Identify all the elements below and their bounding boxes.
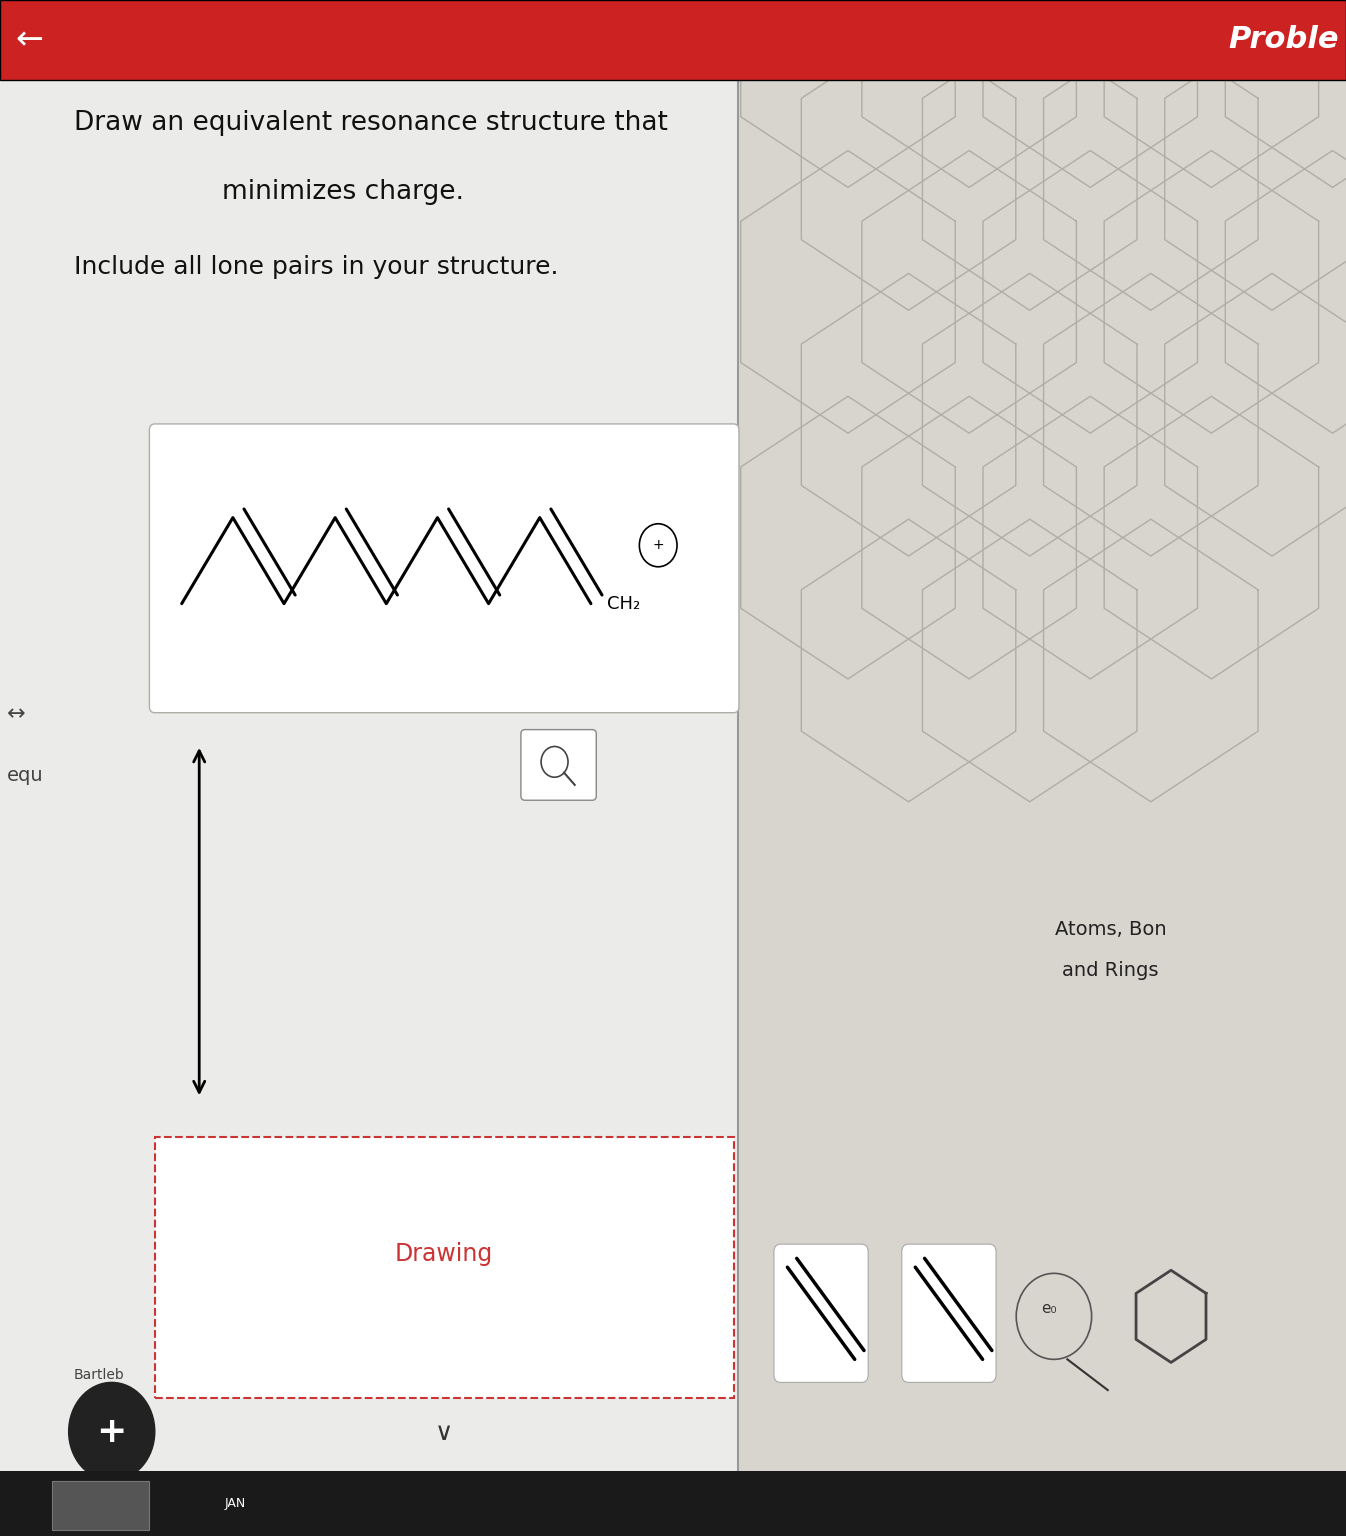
Text: Include all lone pairs in your structure.: Include all lone pairs in your structure…: [74, 255, 559, 280]
FancyBboxPatch shape: [774, 1244, 868, 1382]
Text: e₀: e₀: [1040, 1301, 1057, 1316]
Text: minimizes charge.: minimizes charge.: [222, 180, 464, 204]
Text: aw an: aw an: [74, 1402, 116, 1418]
Text: Proble: Proble: [1229, 26, 1339, 54]
FancyBboxPatch shape: [0, 1471, 1346, 1536]
FancyBboxPatch shape: [0, 0, 1346, 80]
Text: Atoms, Bon: Atoms, Bon: [1055, 920, 1166, 938]
FancyBboxPatch shape: [52, 1481, 149, 1530]
Text: ←: ←: [16, 23, 43, 57]
FancyBboxPatch shape: [902, 1244, 996, 1382]
Text: Drawing: Drawing: [396, 1243, 493, 1266]
FancyBboxPatch shape: [149, 424, 739, 713]
Text: +: +: [97, 1415, 127, 1448]
Text: +: +: [653, 538, 664, 553]
Text: equ: equ: [7, 766, 43, 785]
FancyBboxPatch shape: [155, 1137, 734, 1398]
FancyBboxPatch shape: [521, 730, 596, 800]
Circle shape: [69, 1382, 155, 1481]
Text: ∨: ∨: [435, 1421, 454, 1445]
Text: JAN: JAN: [225, 1498, 246, 1510]
Text: and Rings: and Rings: [1062, 962, 1159, 980]
Text: CH₂: CH₂: [607, 594, 641, 613]
FancyBboxPatch shape: [0, 0, 738, 1536]
Text: Draw an equivalent resonance structure that: Draw an equivalent resonance structure t…: [74, 111, 668, 135]
FancyBboxPatch shape: [738, 0, 1346, 1536]
Text: Bartleb: Bartleb: [74, 1367, 125, 1382]
Text: ↔: ↔: [7, 703, 26, 725]
